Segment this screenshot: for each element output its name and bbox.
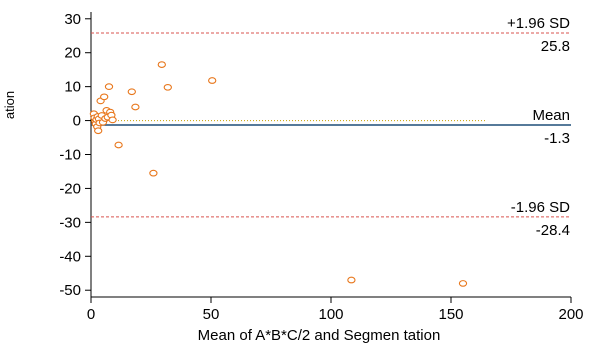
data-point <box>94 127 103 135</box>
mean-label: Mean <box>532 107 570 124</box>
data-point <box>104 83 114 90</box>
y-tick-label: -50 <box>59 282 81 299</box>
upper-sd-value: 25.8 <box>541 38 570 55</box>
x-ticks: 0 50 100 150 200 <box>87 297 584 323</box>
data-point <box>100 93 109 101</box>
data-point <box>108 116 117 124</box>
y-tick-label: 20 <box>64 45 81 62</box>
x-tick-label: 50 <box>203 306 220 323</box>
x-axis-title: Mean of A*B*C/2 and Segmen tation <box>198 327 441 344</box>
y-axis-title: ation <box>2 91 17 119</box>
data-point <box>208 77 217 84</box>
reference-lines: +1.96 SD 25.8 Mean -1.3 -1.96 SD -28.4 <box>91 15 571 239</box>
lower-sd-value: -28.4 <box>536 222 570 239</box>
x-tick-label: 100 <box>318 306 343 323</box>
data-point <box>131 103 140 111</box>
data-point <box>127 88 136 96</box>
lower-sd-label: -1.96 SD <box>511 199 570 216</box>
upper-sd-label: +1.96 SD <box>507 15 570 32</box>
data-point <box>157 61 166 68</box>
y-tick-label: 10 <box>64 79 81 96</box>
data-point <box>114 141 123 149</box>
data-point <box>163 83 172 91</box>
x-tick-label: 0 <box>87 306 95 323</box>
y-tick-label: -40 <box>59 248 81 265</box>
y-tick-label: -30 <box>59 214 81 231</box>
axes <box>90 12 571 298</box>
y-tick-label: 30 <box>64 11 81 28</box>
x-tick-label: 150 <box>438 306 463 323</box>
data-point <box>347 276 356 284</box>
y-tick-label: -20 <box>59 180 81 197</box>
y-tick-label: -10 <box>59 147 81 164</box>
y-tick-label: 0 <box>73 113 81 130</box>
data-points <box>89 61 468 287</box>
y-ticks: -50 -40 -30 -20 -10 0 10 20 30 <box>59 11 91 299</box>
x-tick-label: 200 <box>558 306 583 323</box>
data-point <box>458 280 468 287</box>
data-point <box>149 169 158 177</box>
mean-value: -1.3 <box>544 130 570 147</box>
